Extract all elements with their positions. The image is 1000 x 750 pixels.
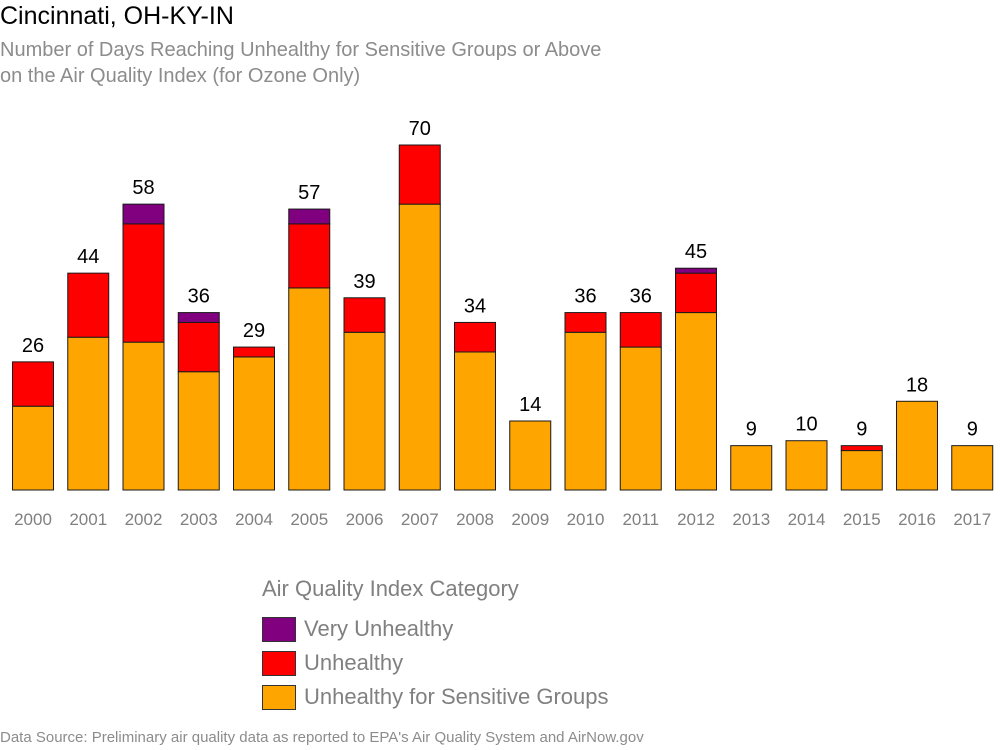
total-label-2001: 44 <box>77 246 99 268</box>
total-label-2002: 58 <box>132 177 154 199</box>
total-label-2013: 9 <box>746 419 757 441</box>
bar-2011-unhealthy-for-sensitive-groups <box>619 346 662 491</box>
bar-2016-unhealthy-for-sensitive-groups <box>896 400 938 491</box>
legend-label-sensitive-groups: Unhealthy for Sensitive Groups <box>304 684 609 709</box>
x-tick-label-2013: 2013 <box>732 510 770 529</box>
bar-2000-unhealthy-for-sensitive-groups <box>12 405 54 491</box>
bar-2000-unhealthy <box>12 361 54 407</box>
subtitle-line-2: on the Air Quality Index (for Ozone Only… <box>0 65 361 87</box>
x-tick-label-2011: 2011 <box>622 510 659 529</box>
bar-2004-unhealthy <box>233 346 275 358</box>
x-tick-label-2005: 2005 <box>290 510 328 529</box>
bar-2003-unhealthy-for-sensitive-groups <box>177 371 220 491</box>
x-tick-label-2010: 2010 <box>567 510 605 529</box>
x-tick-label-2000: 2000 <box>14 510 52 529</box>
x-tick-label-2004: 2004 <box>235 510 273 529</box>
total-label-2012: 45 <box>685 241 707 263</box>
bar-2005-unhealthy <box>288 223 331 289</box>
x-tick-label-2014: 2014 <box>788 510 826 529</box>
bar-2010-unhealthy-for-sensitive-groups <box>564 331 607 491</box>
total-label-2008: 34 <box>464 295 486 317</box>
data-source-note: Data Source: Preliminary air quality dat… <box>0 729 644 746</box>
x-tick-label-2001: 2001 <box>69 510 107 529</box>
bar-2015-unhealthy <box>840 445 883 452</box>
total-label-2007: 70 <box>409 118 431 140</box>
x-tick-label-2009: 2009 <box>511 510 549 529</box>
legend-swatch-very-unhealthy <box>262 616 296 642</box>
bar-2005-very-unhealthy <box>288 208 331 225</box>
x-tick-label-2007: 2007 <box>401 510 439 529</box>
bar-2006-unhealthy <box>343 297 386 333</box>
x-tick-label-2003: 2003 <box>180 510 218 529</box>
bar-2002-unhealthy-for-sensitive-groups <box>122 341 165 491</box>
bar-2012-unhealthy <box>675 272 717 314</box>
bar-2003-very-unhealthy <box>177 312 220 323</box>
total-label-2010: 36 <box>574 286 596 308</box>
total-label-2003: 36 <box>188 286 210 308</box>
total-label-2009: 14 <box>519 394 541 416</box>
bar-2004-unhealthy-for-sensitive-groups <box>233 356 275 491</box>
x-tick-label-2015: 2015 <box>843 510 881 529</box>
bar-2011-unhealthy <box>619 312 662 348</box>
total-label-2014: 10 <box>795 414 817 436</box>
total-label-2006: 39 <box>353 271 375 293</box>
total-label-2005: 57 <box>298 182 320 204</box>
bar-2003-unhealthy <box>177 321 220 373</box>
x-tick-label-2006: 2006 <box>346 510 384 529</box>
bar-2006-unhealthy-for-sensitive-groups <box>343 331 386 491</box>
bar-2001-unhealthy-for-sensitive-groups <box>67 336 110 491</box>
legend-label-very-unhealthy: Very Unhealthy <box>304 616 454 641</box>
stacked-bar-chart: 26 2000 44 2001 58 2002 36 2003 29 2004 57 2005 39 20… <box>12 118 994 529</box>
x-tick-label-2016: 2016 <box>898 510 936 529</box>
bar-2008-unhealthy <box>454 321 496 353</box>
bar-2008-unhealthy-for-sensitive-groups <box>454 351 496 491</box>
chart-subtitle: Number of Days Reaching Unhealthy for Se… <box>0 37 601 89</box>
chart-title: Cincinnati, OH-KY-IN <box>0 2 234 30</box>
bar-2010-unhealthy <box>564 312 607 333</box>
bar-2007-unhealthy <box>398 144 441 205</box>
total-label-2016: 18 <box>906 374 928 396</box>
x-tick-label-2002: 2002 <box>125 510 163 529</box>
bar-2002-unhealthy <box>122 223 165 343</box>
x-tick-label-2012: 2012 <box>677 510 715 529</box>
x-tick-label-2008: 2008 <box>456 510 494 529</box>
legend: Air Quality Index Category Very Unhealth… <box>262 576 609 714</box>
total-label-2000: 26 <box>22 335 44 357</box>
bar-2001-unhealthy <box>67 272 110 338</box>
total-label-2015: 9 <box>856 419 867 441</box>
bar-2007-unhealthy-for-sensitive-groups <box>398 203 441 491</box>
bar-2005-unhealthy-for-sensitive-groups <box>288 287 331 491</box>
total-label-2017: 9 <box>967 419 978 441</box>
total-label-2011: 36 <box>630 286 652 308</box>
legend-item-unhealthy: Unhealthy <box>262 646 609 680</box>
subtitle-line-1: Number of Days Reaching Unhealthy for Se… <box>0 39 602 61</box>
legend-item-sensitive-groups: Unhealthy for Sensitive Groups <box>262 680 609 714</box>
bar-2012-very-unhealthy <box>675 267 717 274</box>
bar-2002-very-unhealthy <box>122 203 165 225</box>
legend-swatch-sensitive-groups <box>262 684 296 710</box>
bar-2014-unhealthy-for-sensitive-groups <box>785 440 828 491</box>
legend-swatch-unhealthy <box>262 650 296 676</box>
legend-title: Air Quality Index Category <box>262 576 519 601</box>
legend-item-very-unhealthy: Very Unhealthy <box>262 612 609 646</box>
bar-2015-unhealthy-for-sensitive-groups <box>840 450 883 491</box>
bar-2012-unhealthy-for-sensitive-groups <box>675 312 717 491</box>
x-tick-label-2017: 2017 <box>953 510 991 529</box>
total-label-2004: 29 <box>243 320 265 342</box>
legend-label-unhealthy: Unhealthy <box>304 650 404 675</box>
bar-2017-unhealthy-for-sensitive-groups <box>951 445 994 491</box>
bar-2013-unhealthy-for-sensitive-groups <box>730 445 773 491</box>
bar-2009-unhealthy-for-sensitive-groups <box>509 420 552 491</box>
